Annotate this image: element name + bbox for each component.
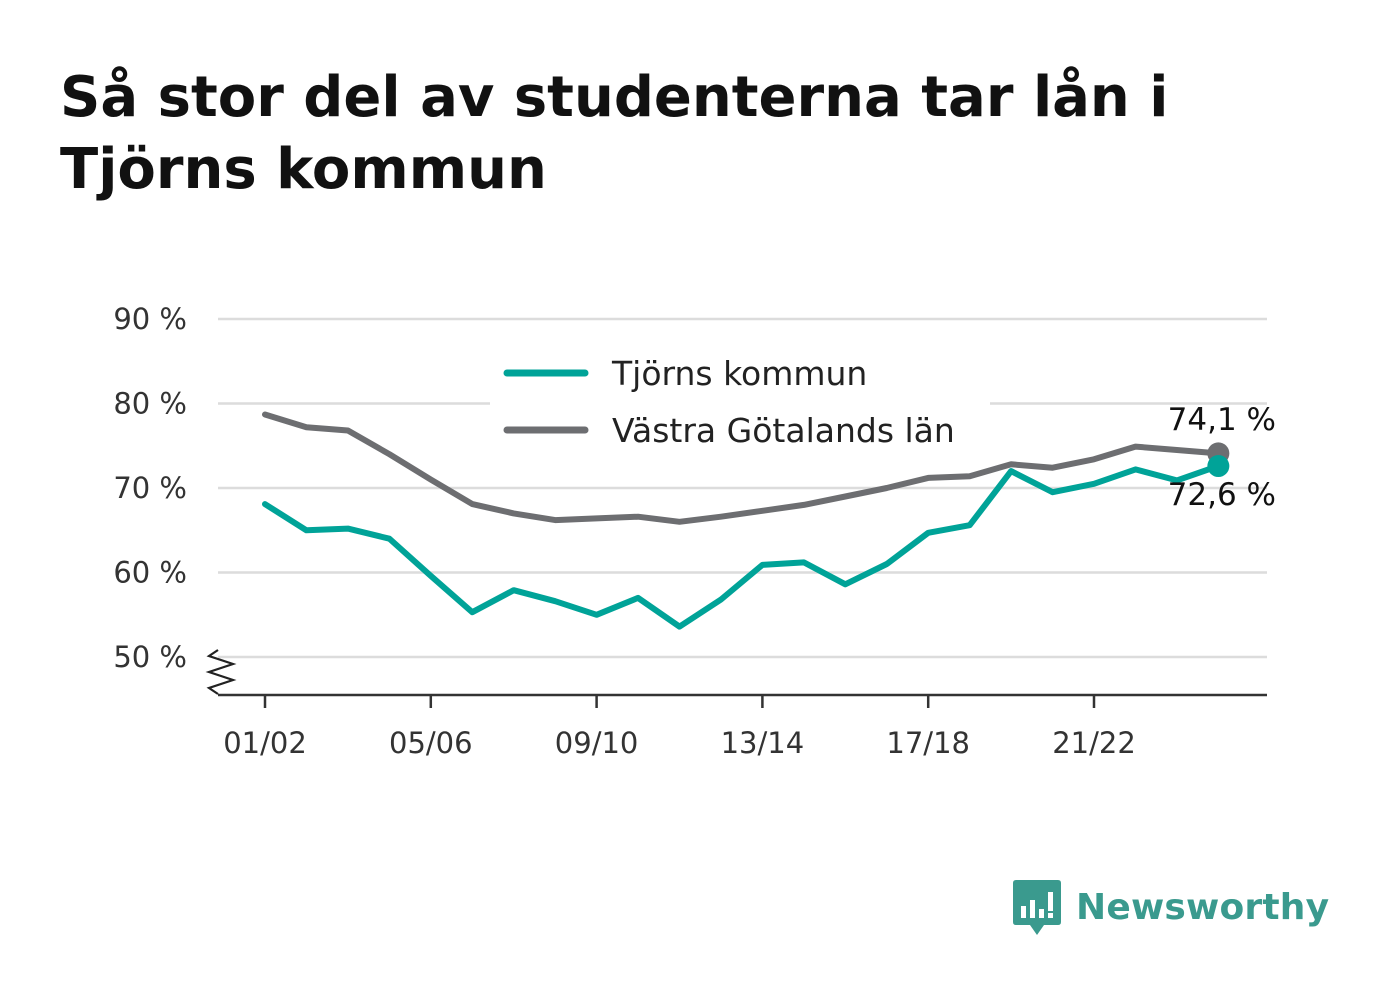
end-label-tjorn: 72,6 %: [1168, 477, 1276, 513]
y-tick-label: 60 %: [113, 556, 187, 590]
legend: Tjörns kommun Västra Götalands län: [490, 345, 990, 453]
x-tick-label: 05/06: [389, 726, 473, 760]
axis-break-icon: [205, 649, 237, 695]
legend-label: Tjörns kommun: [611, 354, 867, 393]
x-tick-label: 21/22: [1052, 726, 1136, 760]
brand-logo: Newsworthy: [1012, 878, 1329, 936]
legend-background: [490, 345, 990, 453]
x-axis-tick-labels: 01/02 05/06 09/10 13/14 17/18 21/22: [223, 695, 1136, 760]
y-axis-tick-labels: 50 % 60 % 70 % 80 % 90 %: [113, 302, 187, 674]
x-tick-label: 13/14: [721, 726, 805, 760]
series-endpoint-tjorn: [1207, 455, 1230, 478]
series-line-tjorn: [262, 463, 1222, 630]
end-label-vastra-gotaland: 74,1 %: [1168, 402, 1276, 438]
series-line-vastra-gotaland: [262, 411, 1222, 525]
legend-label: Västra Götalands län: [612, 411, 955, 450]
x-axis: [205, 649, 1267, 697]
y-tick-label: 90 %: [113, 302, 187, 336]
y-tick-label: 70 %: [113, 471, 187, 505]
chart-title: Så stor del av studenterna tar lån i Tjö…: [60, 65, 1169, 202]
x-tick-label: 01/02: [223, 726, 307, 760]
y-tick-label: 80 %: [113, 387, 187, 421]
y-tick-label: 50 %: [113, 640, 187, 674]
x-tick-label: 17/18: [886, 726, 970, 760]
x-tick-label: 09/10: [555, 726, 639, 760]
brand-name: Newsworthy: [1076, 886, 1330, 928]
newsworthy-logo-icon: [1013, 880, 1061, 935]
series-lines: [262, 411, 1230, 630]
end-labels: 74,1 % 72,6 %: [1168, 402, 1276, 513]
gridlines: [218, 317, 1267, 659]
